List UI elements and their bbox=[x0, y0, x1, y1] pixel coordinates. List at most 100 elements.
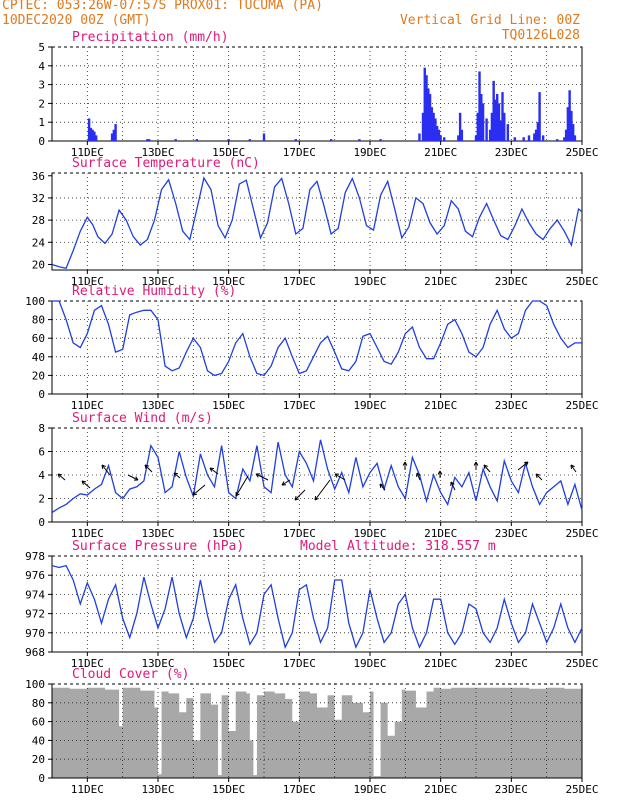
wind-arrow-head bbox=[235, 491, 240, 497]
wind-arrow-head bbox=[379, 483, 384, 489]
precip-bar bbox=[496, 94, 499, 141]
precip-bar bbox=[427, 88, 430, 141]
x-tick-label-wind-21: 21DEC bbox=[424, 527, 457, 540]
panel-pres bbox=[48, 555, 583, 656]
panel-title-rh: Relative Humidity (%) bbox=[72, 284, 236, 299]
y-tick-label-wind-8: 8 bbox=[38, 422, 45, 435]
precip-bar bbox=[478, 71, 481, 141]
precip-bar bbox=[522, 137, 525, 141]
x-tick-label-precip-17: 17DEC bbox=[283, 146, 316, 159]
precip-bar bbox=[430, 107, 434, 141]
precip-bar bbox=[494, 99, 497, 141]
x-tick-label-temp-23: 23DEC bbox=[495, 275, 528, 288]
precip-bar bbox=[497, 103, 501, 141]
panel-title-precip: Precipitation (mm/h) bbox=[72, 30, 229, 45]
precip-bar bbox=[513, 137, 517, 141]
x-tick-label-precip-21: 21DEC bbox=[424, 146, 457, 159]
wind-arrow bbox=[57, 473, 66, 481]
precip-bar bbox=[114, 124, 117, 141]
wind-arrow-head bbox=[523, 461, 529, 466]
y-tick-label-temp-32: 32 bbox=[32, 192, 45, 205]
x-tick-label-rh-23: 23DEC bbox=[495, 399, 528, 412]
wind-arrow bbox=[314, 479, 331, 501]
precip-bar bbox=[485, 118, 488, 141]
precip-bar bbox=[480, 94, 483, 141]
x-tick-label-temp-21: 21DEC bbox=[424, 275, 457, 288]
x-tick-label-wind-11: 11DEC bbox=[71, 527, 104, 540]
x-tick-label-temp-25: 25DEC bbox=[565, 275, 598, 288]
wind-arrow bbox=[192, 484, 206, 496]
x-tick-label-pres-11: 11DEC bbox=[71, 657, 104, 670]
precip-bar bbox=[437, 129, 441, 141]
x-tick-label-cloud-17: 17DEC bbox=[283, 783, 316, 796]
precip-bar bbox=[434, 118, 437, 141]
wind-arrow-head bbox=[294, 496, 299, 501]
x-tick-label-precip-23: 23DEC bbox=[495, 146, 528, 159]
precip-bar bbox=[488, 129, 492, 141]
precip-bar bbox=[492, 80, 495, 141]
wind-arrow bbox=[517, 461, 529, 471]
x-tick-label-precip-13: 13DEC bbox=[141, 146, 174, 159]
x-tick-label-cloud-25: 25DEC bbox=[565, 783, 598, 796]
wind-arrow bbox=[173, 472, 181, 479]
panel-temp bbox=[48, 172, 583, 274]
x-tick-label-wind-25: 25DEC bbox=[565, 527, 598, 540]
wind-arrow-head bbox=[173, 472, 179, 477]
x-tick-label-pres-21: 21DEC bbox=[424, 657, 457, 670]
x-tick-label-wind-15: 15DEC bbox=[212, 527, 245, 540]
y-tick-label-wind-4: 4 bbox=[38, 469, 45, 482]
precip-bar bbox=[147, 139, 151, 141]
y-tick-label-cloud-80: 80 bbox=[32, 697, 45, 710]
wind-arrow bbox=[334, 473, 346, 481]
precip-bar bbox=[93, 131, 96, 141]
precip-bar bbox=[89, 127, 93, 141]
wind-arrow bbox=[281, 479, 291, 486]
y-tick-label-pres-972: 972 bbox=[25, 608, 45, 621]
x-tick-label-rh-11: 11DEC bbox=[71, 399, 104, 412]
series-line-rh bbox=[52, 300, 582, 377]
precip-bar bbox=[570, 110, 573, 141]
x-tick-label-rh-21: 21DEC bbox=[424, 399, 457, 412]
precip-bar bbox=[174, 139, 177, 141]
wind-arrow-head bbox=[209, 467, 215, 472]
x-tick-label-precip-19: 19DEC bbox=[353, 146, 386, 159]
precip-bar bbox=[379, 139, 382, 141]
precip-bar bbox=[146, 139, 149, 141]
wind-arrow-head bbox=[402, 461, 408, 466]
x-tick-label-temp-17: 17DEC bbox=[283, 275, 316, 288]
wind-arrow bbox=[483, 464, 491, 473]
cloud-area bbox=[52, 687, 582, 778]
precip-bar bbox=[556, 139, 559, 141]
y-tick-label-cloud-100: 100 bbox=[25, 678, 45, 691]
precip-bar bbox=[568, 90, 571, 141]
y-tick-label-pres-970: 970 bbox=[25, 627, 45, 640]
y-tick-label-cloud-60: 60 bbox=[32, 716, 45, 729]
panel-subtitle-pres: Model Altitude: 318.557 m bbox=[300, 539, 496, 554]
precip-bar bbox=[87, 118, 91, 141]
panel-title-temp: Surface Temperature (nC) bbox=[72, 156, 260, 171]
precip-bar bbox=[418, 133, 421, 141]
wind-arrow bbox=[235, 475, 249, 497]
wind-arrow bbox=[570, 464, 577, 473]
y-tick-label-rh-60: 60 bbox=[32, 332, 45, 345]
y-tick-label-precip-1: 1 bbox=[38, 116, 45, 129]
precip-bar bbox=[536, 122, 540, 141]
y-tick-label-cloud-0: 0 bbox=[38, 772, 45, 785]
precip-bar bbox=[458, 112, 462, 141]
precip-bar bbox=[329, 139, 333, 141]
wind-arrow-head bbox=[450, 481, 455, 487]
precip-bar bbox=[110, 133, 114, 141]
precip-bar bbox=[423, 67, 426, 141]
x-tick-label-cloud-19: 19DEC bbox=[353, 783, 386, 796]
y-tick-label-wind-6: 6 bbox=[38, 446, 45, 459]
x-tick-label-precip-11: 11DEC bbox=[71, 146, 104, 159]
wind-arrow-head bbox=[314, 495, 319, 501]
panel-cloud bbox=[48, 683, 583, 782]
y-tick-label-temp-36: 36 bbox=[32, 170, 45, 183]
wind-arrow-head bbox=[133, 476, 139, 481]
y-tick-label-temp-24: 24 bbox=[32, 236, 46, 249]
precip-bar bbox=[564, 129, 568, 141]
x-tick-label-cloud-21: 21DEC bbox=[424, 783, 457, 796]
wind-arrow-head bbox=[192, 491, 198, 496]
precip-bar bbox=[566, 107, 570, 141]
